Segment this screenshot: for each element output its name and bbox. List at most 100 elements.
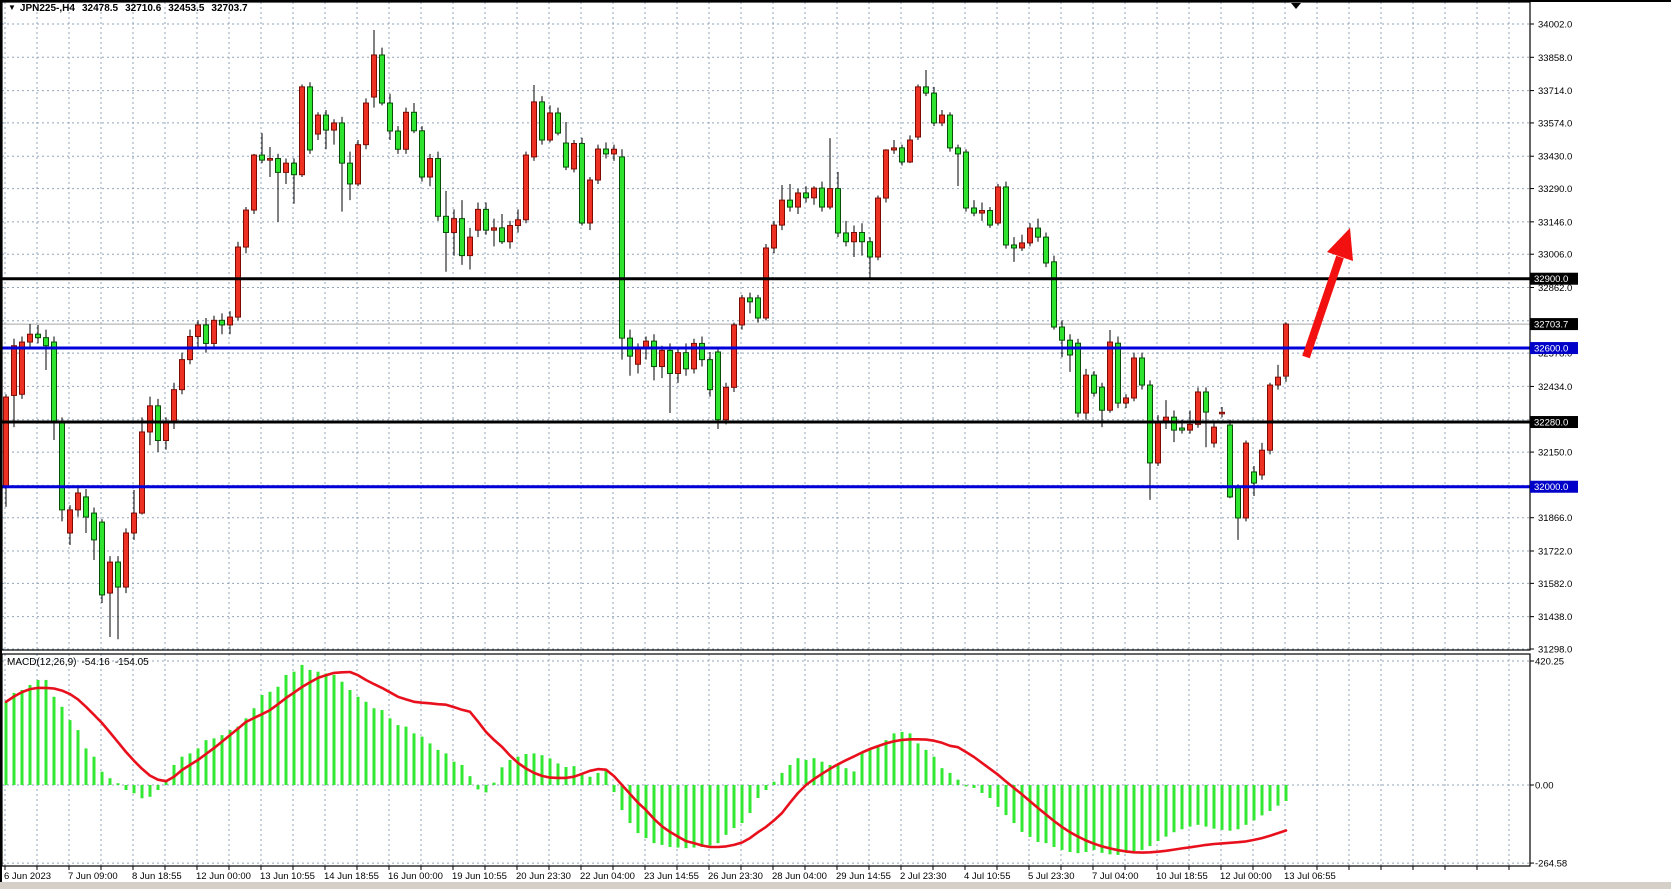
macd-bar — [100, 771, 104, 785]
macd-bar — [1164, 785, 1168, 837]
symbol-dropdown-icon[interactable]: ▼ — [8, 3, 16, 12]
macd-bar — [788, 764, 792, 785]
candle-up — [635, 347, 641, 365]
candle-up — [1219, 411, 1225, 415]
candle-down — [1139, 357, 1145, 386]
macd-bar — [916, 743, 920, 785]
macd-bar — [84, 748, 88, 785]
macd-bar — [796, 758, 800, 785]
macd-bar — [900, 731, 904, 785]
macd-bar — [1252, 785, 1256, 821]
price-axis-tick-label: 32150.0 — [1538, 448, 1572, 459]
candle-up — [1083, 374, 1089, 414]
candle-up — [1275, 376, 1281, 386]
candle-down — [931, 92, 937, 124]
candle-up — [771, 224, 777, 249]
candle-up — [363, 102, 369, 146]
price-badge-32900-text: 32900.0 — [1534, 274, 1568, 285]
macd-bar — [276, 686, 280, 785]
macd-bar — [308, 669, 312, 785]
macd-bar — [804, 759, 808, 785]
macd-bar — [732, 785, 736, 829]
price-axis[interactable]: 34002.0 33858.0 33714.0 33574.0 33430.0 33290… — [1530, 20, 1572, 656]
candle-up — [355, 144, 361, 185]
macd-bar — [132, 785, 136, 794]
candle-up — [1195, 391, 1201, 425]
macd-bar — [1236, 785, 1240, 830]
time-axis-label: 14 Jun 18:55 — [324, 871, 379, 882]
candle-down — [275, 158, 281, 173]
macd-bar — [676, 785, 680, 848]
macd-bar — [836, 763, 840, 785]
candle-down — [1099, 386, 1105, 411]
time-axis-label: 22 Jun 04:00 — [580, 871, 635, 882]
time-axis-label: 4 Jul 10:55 — [964, 871, 1010, 882]
trend-arrow-shaft — [1302, 255, 1344, 359]
macd-bar — [540, 755, 544, 785]
macd-bar — [1052, 785, 1056, 847]
candle-up — [1243, 442, 1249, 519]
candle-down — [323, 114, 329, 131]
candle-down — [291, 162, 297, 176]
window-left-border — [0, 0, 2, 882]
candle-down — [1011, 244, 1017, 249]
macd-bar — [460, 764, 464, 785]
price-badge-32000-text: 32000.0 — [1534, 482, 1568, 493]
candle-down — [603, 148, 609, 155]
price-badge-32000: 32000.0 — [1530, 480, 1578, 493]
candle-up — [139, 431, 145, 514]
window-bottom-strip — [0, 882, 1671, 889]
macd-bar — [196, 748, 200, 785]
macd-bar — [844, 768, 848, 785]
macd-bar — [292, 671, 296, 785]
macd-bar — [228, 730, 232, 785]
candle-up — [1155, 420, 1161, 464]
candle-down — [499, 227, 505, 243]
time-axis-label: 16 Jun 00:00 — [388, 871, 443, 882]
candle-down — [1059, 326, 1065, 341]
macd-bar — [164, 781, 168, 785]
candle-up — [571, 142, 577, 170]
candle-down — [259, 154, 265, 161]
macd-bar — [612, 785, 616, 793]
macd-name: MACD(12,26,9) — [7, 657, 77, 668]
candle-up — [475, 208, 481, 231]
macd-bar — [244, 718, 248, 785]
candle-down — [1227, 424, 1233, 498]
macd-bar — [700, 785, 704, 847]
macd-bar — [1228, 785, 1232, 831]
time-axis-label: 13 Jul 06:55 — [1284, 871, 1336, 882]
macd-bar — [36, 679, 40, 785]
macd-bar — [892, 733, 896, 785]
candle-down — [563, 142, 569, 168]
candle-up — [1267, 384, 1273, 451]
candle-down — [619, 156, 625, 339]
time-axis-label: 26 Jun 23:30 — [708, 871, 763, 882]
trend-arrow[interactable] — [1302, 228, 1353, 359]
macd-bar — [940, 768, 944, 785]
macd-bar — [652, 785, 656, 844]
price-badge-32900: 32900.0 — [1530, 272, 1578, 285]
macd-axis[interactable]: 420.25 0.00 -264.58 — [1530, 656, 1567, 870]
price-badge-32600: 32600.0 — [1530, 342, 1578, 355]
macd-bar — [1012, 785, 1016, 824]
time-axis[interactable]: 6 Jun 2023 7 Jun 09:00 8 Jun 18:55 12 Jun 0… — [4, 866, 1510, 882]
macd-bar — [660, 785, 664, 845]
candle-up — [131, 512, 137, 534]
macd-bar — [316, 671, 320, 785]
candle-up — [163, 421, 169, 442]
time-axis-label: 10 Jul 18:55 — [1156, 871, 1208, 882]
price-axis-tick-label: 33290.0 — [1538, 184, 1572, 195]
candle-down — [803, 192, 809, 199]
price-badge-32900-box — [1530, 272, 1578, 285]
macd-bar — [596, 772, 600, 785]
chart-shift-marker-icon[interactable] — [1291, 3, 1301, 9]
price-axis-tick-label: 33858.0 — [1538, 53, 1572, 64]
candle-up — [67, 509, 73, 534]
macd-bar — [772, 781, 776, 785]
candle-up — [1163, 416, 1169, 422]
candle-down — [987, 210, 993, 226]
candle-up — [547, 112, 553, 141]
